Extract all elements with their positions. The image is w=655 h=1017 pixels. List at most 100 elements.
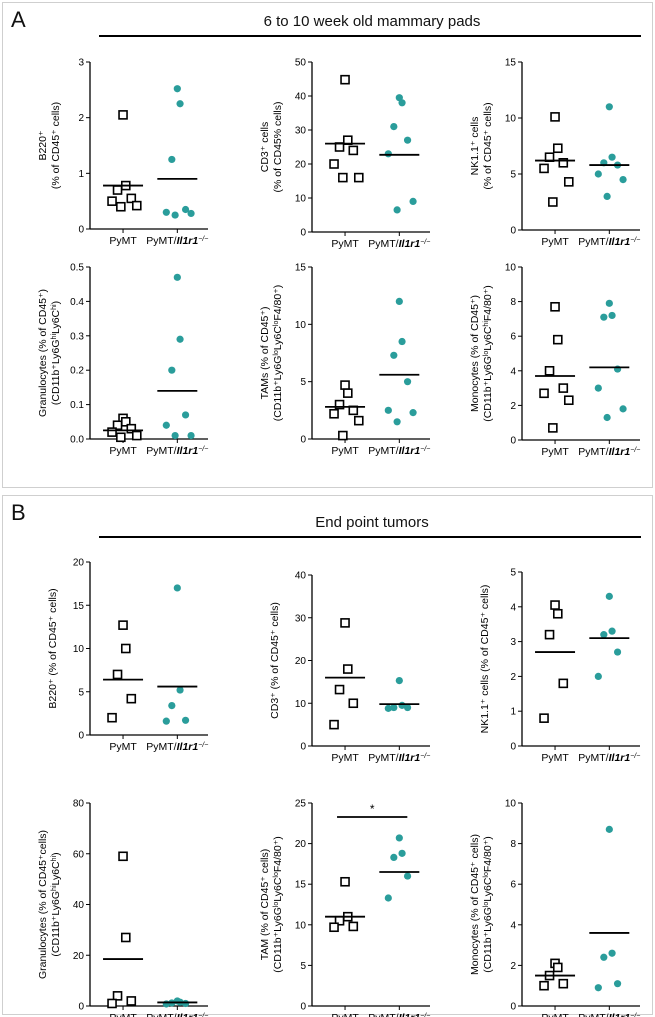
x-tick-label: PyMT [109,1012,137,1017]
il1r1-point [173,85,181,93]
pymt-point [340,876,350,887]
il1r1-point [176,335,184,343]
pymt-point [329,159,339,169]
y-tick-label: 5 [78,687,84,698]
il1r1-point [384,704,392,712]
pymt-point [126,693,137,704]
il1r1-point [603,192,611,200]
il1r1-point [594,384,602,392]
pymt-point [353,415,364,426]
y-tick-label: 2 [510,961,516,972]
pymt-point [544,629,555,640]
pymt-point [118,851,128,862]
il1r1-point [398,849,406,857]
il1r1-point [594,170,602,178]
pymt-point [342,664,353,674]
panel-letter: A [11,7,26,32]
il1r1-point [181,999,190,1008]
scatter-plot: 0 10 20 30 40 50 PyMT PyMT/Il1r1−/− CD3⁺ cells (%… [259,58,430,251]
il1r1-point [393,206,401,214]
pymt-point [112,185,123,195]
il1r1-point [608,153,616,161]
x-tick-label: PyMT [541,236,569,248]
y-tick-label: 20 [73,951,85,962]
scatter-plot: 0 1 2 3 PyMT PyMT/Il1r1−/− B220⁺ (% of CD45⁺ ce… [37,58,208,248]
x-tick-label: PyMT [109,445,137,457]
pymt-point [340,380,350,390]
y-tick-label: 0 [78,731,84,742]
pymt-point [118,110,128,120]
x-tick-label: PyMT [331,752,359,764]
pymt-point [342,388,353,398]
il1r1-point [162,1000,170,1008]
y-tick-label: 5 [300,377,306,388]
il1r1-point [390,703,398,712]
pymt-point [563,177,574,187]
y-tick-label: 0.3 [70,331,84,342]
il1r1-point [613,648,622,656]
y-tick-label: 20 [73,558,85,569]
il1r1-point [393,418,401,426]
pymt-point [334,684,345,695]
x-tick-label: PyMT/Il1r1−/− [578,236,640,248]
pymt-point [112,991,123,1001]
y-tick-label: 0 [510,436,516,447]
pymt-point [348,921,359,932]
il1r1-point [187,209,195,218]
y-tick-label: 2 [510,672,516,683]
y-axis-label: (CD11b⁺Ly6GloLy6ChiF4/80⁺) [482,285,494,422]
il1r1-point [594,984,602,992]
pymt-point [329,922,339,933]
y-axis-label: CD3⁺ cells [259,122,271,172]
pymt-point [340,74,350,85]
x-tick-label: PyMT/Il1r1−/− [146,741,208,753]
scatter-plot: 0 20 40 60 80 PyMT PyMT/Il1r1−/− Granulocytes (… [37,799,208,1017]
y-tick-label: 0 [78,1002,84,1013]
x-tick-label: PyMT/Il1r1−/− [368,1012,430,1017]
y-tick-label: 60 [73,849,85,860]
x-tick-label: PyMT/Il1r1−/− [578,1012,640,1017]
y-tick-label: 0.5 [70,263,84,274]
pymt-point [539,713,549,723]
il1r1-point [168,155,176,164]
x-tick-label: PyMT [109,235,137,247]
y-axis-label: (CD11b⁺Ly6GhiLy6Chi) [50,301,62,405]
pymt-point [107,196,117,206]
il1r1-point [176,686,184,694]
il1r1-point [605,299,613,307]
panel-title: End point tumors [315,514,429,531]
y-axis-label: TAMs (% of CD45⁺) [259,307,271,400]
y-tick-label: 20 [295,839,307,850]
y-axis-label: TAM (% of CD45⁺ cells) [259,849,271,961]
x-tick-label: PyMT/Il1r1−/− [578,446,640,458]
y-tick-label: 5 [510,170,516,181]
il1r1-point [600,953,608,961]
y-tick-label: 30 [295,613,307,624]
pymt-point [552,962,563,973]
il1r1-point [403,703,412,712]
pymt-point [120,643,131,654]
scatter-plot: 0 10 20 30 40 PyMT PyMT/Il1r1−/− CD3⁺ (% of CD4… [269,571,430,765]
pymt-point [563,395,574,406]
y-axis-label: CD3⁺ (% of CD45⁺ cells) [269,602,281,719]
il1r1-point [608,311,616,320]
il1r1-point [390,853,398,862]
y-tick-label: 5 [510,568,516,579]
il1r1-point [181,716,190,724]
pymt-point [107,427,117,437]
y-axis-label: (CD11b⁺Ly6GloLy6CloF4/80⁺) [272,285,284,422]
il1r1-point [162,208,170,216]
pymt-point [112,420,123,431]
y-tick-label: 0 [510,226,516,237]
pymt-point [348,698,359,709]
pymt-point [539,388,549,399]
y-tick-label: 2 [510,401,516,412]
y-tick-label: 0 [510,1002,516,1013]
pymt-point [338,172,348,183]
x-tick-label: PyMT/Il1r1−/− [578,752,640,764]
il1r1-point [176,100,184,108]
il1r1-point [162,421,170,429]
y-axis-label: B220⁺ [37,130,49,161]
il1r1-point [384,406,392,414]
